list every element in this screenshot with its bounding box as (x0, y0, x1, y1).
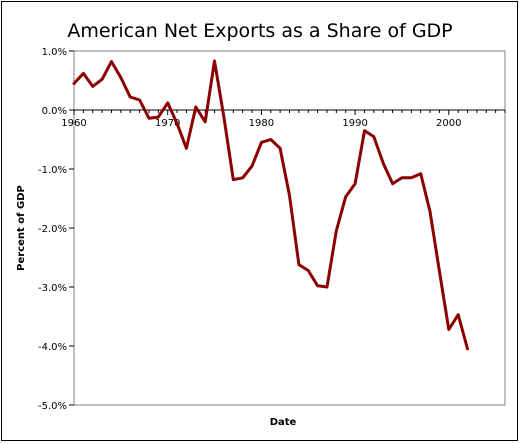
series-layer (72, 59, 469, 351)
data-point (100, 78, 104, 81)
x-tick-label: 1990 (342, 118, 367, 129)
data-point (335, 229, 338, 233)
data-point (157, 115, 160, 119)
data-point (203, 120, 207, 124)
data-point (391, 182, 394, 185)
y-tick-label: -4.0% (38, 342, 67, 353)
plot-area (73, 50, 506, 406)
data-point (213, 59, 216, 63)
y-tick-label: 1.0% (42, 47, 67, 58)
data-point (175, 122, 179, 125)
data-point (278, 147, 282, 150)
data-point (419, 172, 422, 175)
data-point (410, 176, 413, 180)
data-point (166, 101, 169, 105)
x-tick-label: 1970 (155, 118, 180, 129)
data-point (381, 161, 385, 165)
data-point (447, 328, 450, 331)
y-tick-label: 0.0% (42, 106, 67, 117)
data-point (307, 269, 310, 272)
data-point (297, 263, 301, 266)
data-point (353, 182, 357, 185)
x-tick-label: 1980 (249, 118, 274, 129)
data-point (72, 82, 76, 85)
y-axis-label: Percent of GDP (16, 185, 27, 271)
x-tick-label: 2000 (436, 118, 461, 129)
data-point (260, 141, 263, 144)
x-axis-label: Date (270, 417, 297, 428)
series-line-0 (72, 59, 469, 351)
x-axis: 1960 1970 1980 1990 2000 (61, 109, 506, 129)
y-tick-label: -3.0% (38, 283, 67, 294)
data-point (185, 147, 188, 150)
data-point (82, 72, 85, 75)
data-point (147, 117, 151, 120)
y-tick-label: -1.0% (38, 165, 67, 176)
x-tick-label: 1960 (61, 118, 86, 129)
data-point (241, 176, 244, 180)
y-axis: 1.0% 0.0% -1.0% -2.0% -3.0% -4.0% -5.0% (38, 47, 74, 412)
data-point (129, 95, 132, 99)
data-point (232, 178, 235, 181)
data-point (194, 105, 198, 109)
data-point (438, 269, 441, 273)
data-point (91, 85, 94, 88)
data-point (325, 285, 329, 289)
data-point (456, 313, 460, 316)
data-point (363, 129, 366, 132)
data-point (372, 135, 376, 138)
data-point (466, 347, 469, 351)
data-point (269, 138, 272, 141)
data-point (250, 164, 254, 168)
chart-title: American Net Exports as a Share of GDP (67, 20, 452, 42)
data-point (316, 284, 319, 288)
data-point (288, 194, 291, 197)
data-point (400, 176, 404, 180)
data-point (119, 76, 123, 79)
data-point (222, 115, 226, 119)
y-tick-label: -5.0% (38, 401, 67, 412)
data-point (138, 98, 141, 102)
data-point (428, 210, 432, 213)
data-point (110, 60, 113, 63)
data-point (344, 195, 347, 198)
y-tick-label: -2.0% (38, 224, 67, 235)
